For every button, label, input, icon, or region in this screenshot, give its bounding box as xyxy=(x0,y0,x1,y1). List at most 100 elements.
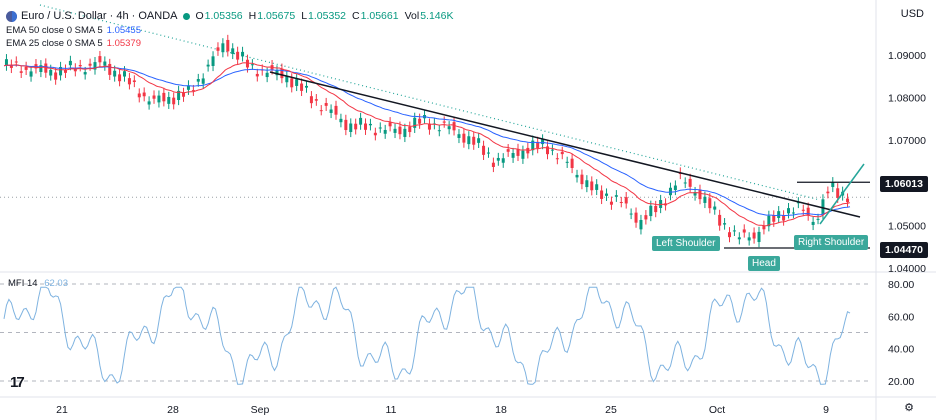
candle-body xyxy=(142,92,146,97)
ema50-legend[interactable]: EMA 50 close 0 SMA 5 1.05455 xyxy=(6,24,453,37)
ohlc-high-value: 1.05675 xyxy=(257,10,296,22)
candle-body xyxy=(132,80,136,83)
mfi-tick-label: 40.00 xyxy=(888,344,914,356)
candle-body xyxy=(24,66,28,70)
candle-body xyxy=(541,139,545,145)
left-shoulder-label: Left Shoulder xyxy=(652,236,720,251)
candle-body xyxy=(511,153,515,158)
candle-body xyxy=(196,79,200,82)
candle-body xyxy=(113,70,117,77)
candle-body xyxy=(44,63,48,73)
candle-body xyxy=(816,218,820,220)
candle-body xyxy=(63,69,67,73)
ohlc-close-value: 1.05661 xyxy=(360,10,399,22)
chart-legend: Euro / U.S. Dollar · 4h · OANDA O 1.05356… xyxy=(6,9,453,50)
candle-body xyxy=(791,212,795,214)
candle-body xyxy=(103,61,107,66)
candle-body xyxy=(506,149,510,152)
candle-body xyxy=(673,185,677,191)
volume-label: Vol xyxy=(404,10,420,22)
candle-body xyxy=(452,122,456,131)
candle-body xyxy=(521,150,525,159)
candle-body xyxy=(772,215,776,222)
candle-body xyxy=(206,64,210,67)
mfi-tick-label: 20.00 xyxy=(888,376,914,388)
candle-body xyxy=(236,51,240,60)
head-label: Head xyxy=(748,256,780,271)
ema50-label: EMA 50 close 0 SMA 5 xyxy=(6,25,103,36)
candle-body xyxy=(403,128,407,137)
ohlc-open-label: O xyxy=(195,10,204,22)
candle-body xyxy=(19,71,23,73)
time-tick-label: 11 xyxy=(386,404,397,416)
time-tick-label: 25 xyxy=(605,404,617,416)
candle-body xyxy=(767,215,771,227)
candle-body xyxy=(147,101,151,105)
symbol-title[interactable]: Euro / U.S. Dollar · 4h · OANDA xyxy=(21,10,178,22)
candle-body xyxy=(727,232,731,238)
candle-body xyxy=(201,78,205,84)
ohlc-open-value: 1.05356 xyxy=(204,10,243,22)
tradingview-logo-icon[interactable]: 17 xyxy=(10,374,25,391)
candle-body xyxy=(619,202,623,204)
candle-body xyxy=(580,174,584,185)
candle-body xyxy=(167,96,171,104)
candle-body xyxy=(93,62,97,70)
candle-body xyxy=(491,162,495,167)
gear-icon[interactable]: ⚙ xyxy=(904,402,914,414)
mfi-line xyxy=(3,286,851,385)
candle-body xyxy=(123,71,127,77)
candle-body xyxy=(565,161,569,163)
candle-body xyxy=(482,145,486,155)
candle-body xyxy=(162,92,166,102)
candle-body xyxy=(29,71,33,77)
candle-body xyxy=(300,83,304,91)
candle-body xyxy=(644,215,648,220)
market-status-icon xyxy=(182,13,190,20)
candle-body xyxy=(757,231,761,243)
candle-body xyxy=(531,140,535,151)
candle-body xyxy=(526,147,530,154)
candle-body xyxy=(108,63,112,75)
candle-body xyxy=(324,103,328,106)
candle-body xyxy=(98,56,102,63)
candle-body xyxy=(157,95,161,103)
candle-body xyxy=(265,72,269,78)
candle-body xyxy=(595,184,599,190)
candle-body xyxy=(250,64,254,66)
candle-body xyxy=(280,68,284,79)
ohlc-low-label: L xyxy=(301,10,308,22)
candle-body xyxy=(359,117,363,125)
ema25-label: EMA 25 close 0 SMA 5 xyxy=(6,38,103,49)
descending-trendline xyxy=(269,71,861,218)
mfi-legend[interactable]: MFI 14 62.03 xyxy=(8,278,68,289)
candle-body xyxy=(152,95,156,99)
candle-body xyxy=(821,199,825,215)
candle-body xyxy=(349,123,353,132)
candle-body xyxy=(137,93,141,98)
candle-body xyxy=(649,205,653,217)
candle-body xyxy=(782,215,786,221)
ohlc-high-label: H xyxy=(248,10,257,22)
candle-body xyxy=(88,63,92,66)
candle-body xyxy=(787,208,791,214)
candle-body xyxy=(614,195,618,197)
candle-body xyxy=(718,214,722,226)
candle-body xyxy=(516,148,520,156)
mfi-value: 62.03 xyxy=(44,278,68,289)
candles-group xyxy=(4,34,850,248)
candle-body xyxy=(304,85,308,88)
breakout-line xyxy=(819,163,865,225)
candle-body xyxy=(668,187,672,196)
candle-body xyxy=(73,68,77,72)
candle-body xyxy=(723,223,727,225)
candle-body xyxy=(364,123,368,130)
candle-body xyxy=(713,206,717,210)
currency-selector[interactable]: USD xyxy=(900,8,924,20)
ema25-line xyxy=(3,62,851,227)
candle-body xyxy=(560,151,564,155)
candle-body xyxy=(39,65,43,72)
ema25-legend[interactable]: EMA 25 close 0 SMA 5 1.05379 xyxy=(6,37,453,50)
candle-body xyxy=(447,126,451,130)
